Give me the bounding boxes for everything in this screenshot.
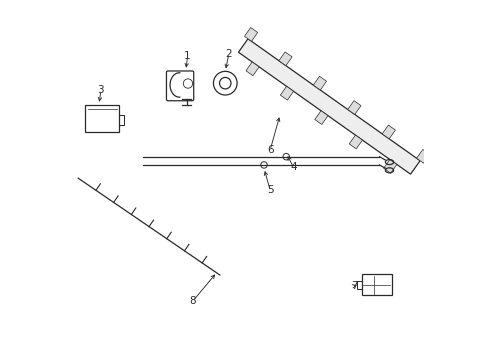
Polygon shape xyxy=(246,62,259,76)
Polygon shape xyxy=(315,111,328,125)
Bar xyxy=(357,281,362,289)
Polygon shape xyxy=(348,101,361,114)
Text: 1: 1 xyxy=(184,50,191,60)
Polygon shape xyxy=(349,135,363,149)
Text: 8: 8 xyxy=(190,296,196,306)
Bar xyxy=(85,105,120,132)
Text: 6: 6 xyxy=(267,145,273,155)
Text: 3: 3 xyxy=(98,85,104,95)
Bar xyxy=(362,274,392,296)
Polygon shape xyxy=(279,52,292,66)
Polygon shape xyxy=(384,159,397,173)
Text: 4: 4 xyxy=(290,162,297,172)
Polygon shape xyxy=(313,76,326,90)
Text: 7: 7 xyxy=(351,281,358,291)
Bar xyxy=(120,114,124,125)
Polygon shape xyxy=(239,39,420,174)
Polygon shape xyxy=(416,149,430,163)
Polygon shape xyxy=(382,125,395,139)
Polygon shape xyxy=(280,86,294,100)
Text: 5: 5 xyxy=(267,185,273,195)
Text: 2: 2 xyxy=(225,49,232,59)
Polygon shape xyxy=(245,27,258,41)
